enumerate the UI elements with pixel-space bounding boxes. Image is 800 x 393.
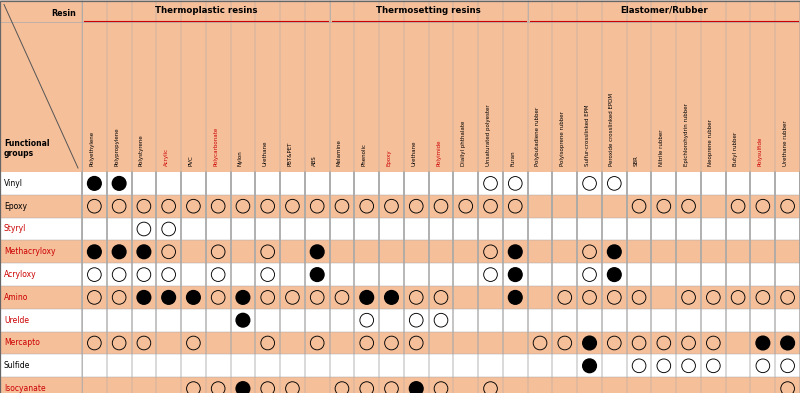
Text: Urelde: Urelde (4, 316, 29, 325)
Text: Thermoplastic resins: Thermoplastic resins (154, 6, 257, 15)
Circle shape (310, 245, 324, 259)
Circle shape (87, 176, 102, 190)
Circle shape (236, 382, 250, 393)
Circle shape (87, 245, 102, 259)
Circle shape (137, 245, 150, 259)
Text: Styryl: Styryl (4, 224, 26, 233)
Bar (0, 263, 800, 286)
Bar (82, 0, 330, 22)
Circle shape (582, 336, 596, 350)
Text: Acrylic: Acrylic (164, 148, 169, 166)
Text: Acryloxy: Acryloxy (4, 270, 37, 279)
Text: Neoprene rubber: Neoprene rubber (708, 119, 714, 166)
Bar (330, 0, 528, 22)
Bar (82, 22, 800, 172)
Bar (0, 377, 800, 393)
Text: Peroxide crosslinked EPDM: Peroxide crosslinked EPDM (610, 93, 614, 166)
Bar (0, 241, 800, 263)
Text: Mercapto: Mercapto (4, 338, 40, 347)
Text: Sulfide: Sulfide (4, 361, 30, 370)
Text: Unsaturated polyester: Unsaturated polyester (486, 105, 490, 166)
Text: Polypropylene: Polypropylene (114, 127, 119, 166)
Circle shape (607, 268, 621, 281)
Text: Epichlorohydrin rubber: Epichlorohydrin rubber (683, 103, 689, 166)
Bar (0, 286, 800, 309)
Text: Resin: Resin (51, 9, 76, 18)
Circle shape (385, 290, 398, 304)
Circle shape (509, 268, 522, 281)
Text: Amino: Amino (4, 293, 28, 302)
Bar (0, 309, 800, 332)
Circle shape (756, 336, 770, 350)
Text: Epoxy: Epoxy (4, 202, 27, 211)
Text: Urethane: Urethane (411, 141, 416, 166)
Text: Thermosetting resins: Thermosetting resins (376, 6, 481, 15)
Bar (0, 195, 800, 218)
Circle shape (112, 245, 126, 259)
Text: Nylon: Nylon (238, 150, 243, 166)
Text: Isocyanate: Isocyanate (4, 384, 46, 393)
Text: ABS: ABS (312, 155, 318, 166)
Bar (0, 354, 800, 377)
Circle shape (236, 290, 250, 304)
Circle shape (186, 290, 200, 304)
Text: Polybutadiene rubber: Polybutadiene rubber (535, 107, 540, 166)
Circle shape (162, 290, 175, 304)
Text: PVC: PVC (189, 155, 194, 166)
Bar (0, 218, 800, 241)
Circle shape (236, 313, 250, 327)
Text: Urethane rubber: Urethane rubber (782, 120, 788, 166)
Text: Melamine: Melamine (337, 139, 342, 166)
Text: Methacryloxy: Methacryloxy (4, 247, 55, 256)
Text: Polystyrene: Polystyrene (139, 134, 144, 166)
Text: PBT&PET: PBT&PET (287, 141, 293, 166)
Circle shape (137, 290, 150, 304)
Text: Polycarbonate: Polycarbonate (213, 127, 218, 166)
Circle shape (310, 268, 324, 281)
Text: Elastomer/Rubber: Elastomer/Rubber (620, 6, 708, 15)
Circle shape (582, 359, 596, 373)
Text: Polyethylene: Polyethylene (90, 131, 94, 166)
Bar (0, 332, 800, 354)
Text: Polysulfide: Polysulfide (758, 137, 763, 166)
Text: Functional
groups: Functional groups (4, 139, 50, 158)
Bar (0, 172, 800, 195)
Text: Phenolic: Phenolic (362, 143, 366, 166)
Circle shape (112, 176, 126, 190)
Bar (0, 0, 82, 172)
Text: Nitrile rubber: Nitrile rubber (659, 130, 664, 166)
Circle shape (410, 382, 423, 393)
Circle shape (509, 245, 522, 259)
Circle shape (360, 290, 374, 304)
Text: Polyimide: Polyimide (436, 140, 441, 166)
Text: SBR: SBR (634, 155, 639, 166)
Text: Furan: Furan (510, 151, 515, 166)
Text: Urethane: Urethane (262, 141, 268, 166)
Text: Sulfur-crosslinked EPM: Sulfur-crosslinked EPM (585, 105, 590, 166)
Circle shape (509, 290, 522, 304)
Bar (528, 0, 800, 22)
Text: Polyisoprene rubber: Polyisoprene rubber (560, 111, 565, 166)
Text: Vinyl: Vinyl (4, 179, 23, 188)
Text: Diallyl phthalate: Diallyl phthalate (461, 121, 466, 166)
Text: Butyl rubber: Butyl rubber (733, 132, 738, 166)
Circle shape (607, 245, 621, 259)
Circle shape (781, 336, 794, 350)
Text: Epoxy: Epoxy (386, 149, 391, 166)
